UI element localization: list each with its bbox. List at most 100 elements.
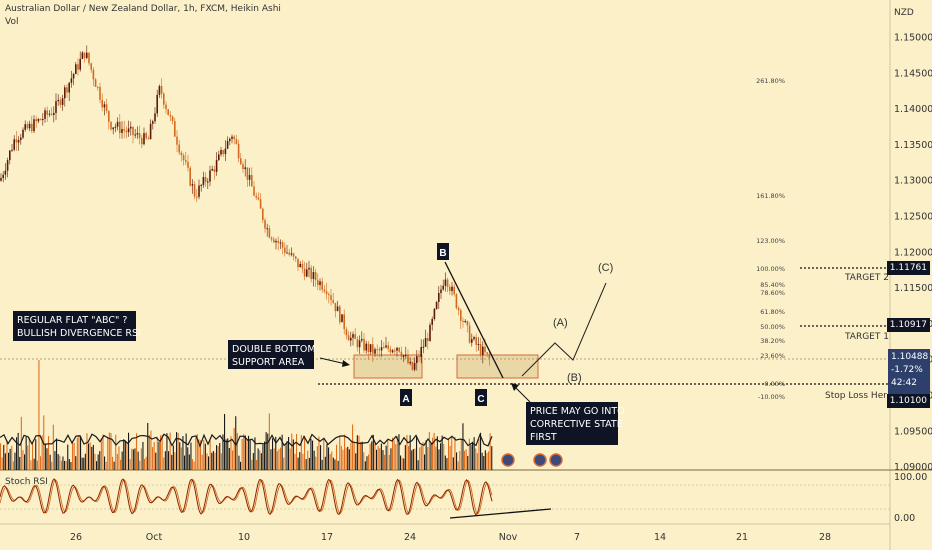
volume-bar [88, 443, 90, 470]
candle-body [385, 345, 387, 348]
volume-bar [96, 461, 98, 470]
volume-bar [232, 450, 234, 470]
fib-label: 61.80% [760, 308, 785, 316]
volume-bar [246, 440, 248, 470]
candle-body [424, 338, 427, 347]
volume-bar [209, 440, 211, 470]
volume-bar [86, 433, 88, 470]
volume-bar [32, 441, 34, 470]
volume-bar [30, 460, 32, 470]
volume-bar [68, 459, 70, 470]
wave-a-label: A [402, 394, 409, 405]
candle-body [99, 86, 101, 100]
volume-bar [177, 432, 179, 470]
candle-body [11, 149, 13, 151]
candle-body [77, 64, 79, 70]
candle-body [171, 116, 174, 122]
price-may-note-line1: PRICE MAY GO INTO [530, 406, 625, 417]
fib-label: -10.00% [758, 393, 785, 401]
volume-bar [104, 456, 106, 470]
volume-bar [190, 442, 192, 470]
volume-bar [305, 459, 307, 470]
event-icon-3[interactable] [549, 453, 563, 467]
time-label: 17 [321, 532, 333, 543]
candle-body [167, 109, 169, 115]
volume-bar [105, 461, 107, 470]
candle-body [220, 150, 222, 155]
volume-bar [364, 461, 366, 470]
candle-body [308, 267, 310, 270]
fib-label: 0.00% [764, 380, 785, 388]
candle-body [319, 281, 321, 286]
volume-bar [384, 454, 386, 470]
rsi-k-line [0, 478, 493, 516]
volume-bar [3, 444, 5, 470]
volume-bar [460, 439, 462, 470]
volume-bar [161, 434, 163, 470]
volume-bar [198, 439, 200, 470]
event-icon-1[interactable] [501, 453, 515, 467]
volume-bar [424, 454, 426, 470]
candle-body [303, 268, 306, 277]
volume-bar [324, 456, 326, 470]
candle-body [198, 185, 200, 197]
candle-body [473, 337, 475, 340]
volume-bar [320, 445, 322, 470]
candle-body [484, 346, 486, 353]
regular-flat-note-line1: REGULAR FLAT "ABC" ? [17, 315, 127, 326]
volume-bar [297, 457, 299, 470]
volume-bar [464, 450, 466, 470]
wave-a-label-box [400, 389, 412, 406]
event-icon-2[interactable] [533, 453, 547, 467]
volume-bar [224, 413, 226, 470]
candle-body [35, 119, 37, 122]
volume-bar [443, 443, 445, 470]
volume-bar [316, 446, 318, 470]
volume-bar [467, 455, 469, 470]
volume-bar [409, 435, 411, 470]
candle-body [229, 138, 231, 142]
candle-body [358, 340, 361, 348]
candle-body [244, 167, 246, 170]
stoch-rsi [0, 478, 890, 516]
candle-body [292, 253, 295, 257]
candle-body [398, 347, 400, 352]
stop-loss-badge: 1.10100 [886, 394, 930, 408]
volume-bar [283, 457, 285, 470]
volume-bar [65, 461, 67, 470]
volume-bar [300, 434, 302, 470]
wave-c-label-box [475, 389, 487, 406]
volume-bar [222, 434, 224, 470]
candle-body [411, 361, 414, 370]
volume-bar [195, 437, 197, 470]
volume-bar [92, 444, 94, 470]
fib-label: 161.80% [756, 192, 785, 200]
rsi-d-line [0, 479, 493, 515]
volume-bar [422, 442, 424, 470]
volume-bar [454, 436, 456, 470]
candle-body [471, 339, 473, 343]
volume-bar [491, 446, 493, 470]
candle-body [317, 280, 319, 286]
volume-bar [459, 451, 461, 470]
volume-bar [12, 461, 14, 470]
volume-bar [438, 449, 440, 470]
volume-bar [408, 445, 410, 470]
candle-body [20, 137, 22, 141]
candle-body [211, 168, 213, 171]
volume-bar [24, 454, 26, 470]
volume-bar [403, 458, 405, 470]
candle-body [266, 228, 268, 230]
volume-bar [75, 456, 77, 470]
candle-body [233, 136, 235, 140]
volume-bar [166, 433, 168, 470]
volume-bar [152, 447, 154, 470]
volume-bar [331, 451, 333, 470]
volume-bar [436, 436, 438, 470]
candle-body [0, 177, 2, 181]
candle-body [367, 343, 370, 352]
volume-bar [118, 446, 120, 470]
volume-bar [475, 448, 477, 470]
